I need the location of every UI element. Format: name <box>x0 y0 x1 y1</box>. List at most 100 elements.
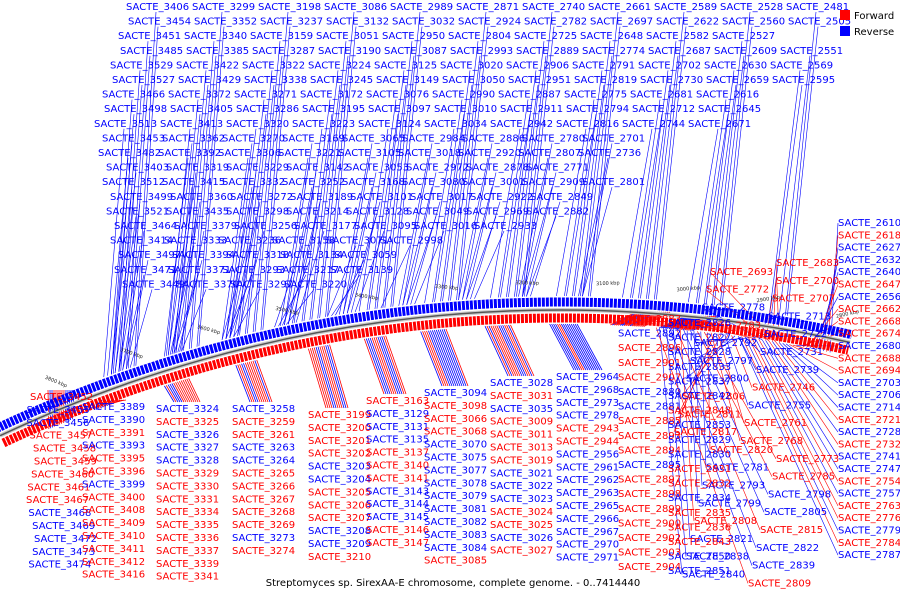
feature-label: SACTE_2850 <box>668 552 731 563</box>
feature-connector <box>246 84 275 334</box>
feature-connector <box>181 289 207 352</box>
feature-label: SACTE_2569 <box>770 60 833 71</box>
feature-connector <box>656 26 687 300</box>
feature-label: SACTE_3415 <box>162 177 225 188</box>
feature-label: SACTE_2942 <box>490 119 553 130</box>
feature-connector <box>829 222 839 353</box>
feature-connector <box>390 11 421 307</box>
feature-label: SACTE_2808 <box>694 516 757 527</box>
feature-label: SACTE_3019 <box>490 455 553 466</box>
feature-label: SACTE_2832 <box>668 479 731 490</box>
legend-reverse-label: Reverse <box>854 27 894 38</box>
feature-label: SACTE_2714 <box>838 403 900 414</box>
feature-connector <box>580 41 611 297</box>
feature-label: SACTE_2882 <box>526 206 589 217</box>
feature-connector <box>632 114 663 299</box>
feature-connector <box>561 323 587 371</box>
feature-connector <box>402 187 433 306</box>
feature-connector <box>196 11 223 347</box>
feature-connector <box>221 157 249 340</box>
feature-label: SACTE_3207 <box>308 513 371 524</box>
feature-label: SACTE_3406 <box>126 2 189 13</box>
feature-label: SACTE_3333 <box>164 236 227 247</box>
feature-label: SACTE_3085 <box>424 556 487 567</box>
feature-label: SACTE_2909 <box>522 177 585 188</box>
feature-connector <box>690 330 769 495</box>
feature-connector <box>522 143 553 297</box>
feature-connector <box>582 55 613 297</box>
feature-connector <box>135 26 159 366</box>
feature-connector <box>237 230 265 336</box>
feature-connector <box>313 347 333 409</box>
feature-label: SACTE_3237 <box>260 17 323 28</box>
feature-label: SACTE_2848 <box>668 406 731 417</box>
feature-connector <box>564 99 595 297</box>
feature-label: SACTE_2674 <box>838 329 900 340</box>
feature-label: SACTE_3158 <box>272 236 335 247</box>
feature-label: SACTE_3455 <box>27 405 90 416</box>
feature-connector <box>433 329 457 387</box>
feature-label: SACTE_2831 <box>668 464 731 475</box>
feature-connector <box>343 187 373 314</box>
feature-connector <box>711 41 743 305</box>
feature-label: SACTE_3101 <box>350 192 413 203</box>
feature-label: SACTE_3177 <box>294 221 357 232</box>
feature-label: SACTE_3059 <box>334 250 397 261</box>
feature-connector <box>492 325 517 377</box>
feature-connector <box>445 328 469 387</box>
feature-connector <box>428 330 451 387</box>
feature-label: SACTE_3416 <box>82 570 145 581</box>
feature-label: SACTE_3454 <box>128 17 191 28</box>
feature-connector <box>164 385 175 403</box>
feature-label: SACTE_2730 <box>640 75 703 86</box>
feature-connector <box>526 172 557 297</box>
feature-label: SACTE_2725 <box>514 31 577 42</box>
feature-connector <box>758 339 839 482</box>
feature-label: SACTE_3259 <box>232 417 295 428</box>
feature-connector <box>406 216 437 305</box>
feature-label: SACTE_3169 <box>282 133 345 144</box>
feature-label: SACTE_3236 <box>218 236 281 247</box>
feature-label: SACTE_2773 <box>776 454 839 465</box>
feature-label: SACTE_3071 <box>326 236 389 247</box>
feature-connector <box>112 399 119 405</box>
feature-label: SACTE_2896 <box>618 343 681 354</box>
feature-label: SACTE_3330 <box>156 481 219 492</box>
feature-label: SACTE_3318 <box>226 250 289 261</box>
feature-connector <box>655 327 749 584</box>
feature-label: SACTE_2771 <box>526 163 589 174</box>
feature-connector <box>280 157 309 326</box>
feature-label: SACTE_3210 <box>308 552 371 563</box>
feature-label: SACTE_3334 <box>156 507 219 518</box>
feature-connector <box>375 337 397 395</box>
feature-label: SACTE_2837 <box>668 376 731 387</box>
feature-connector <box>432 99 463 303</box>
feature-label: SACTE_3200 <box>308 423 371 434</box>
feature-connector <box>470 201 501 300</box>
feature-connector <box>229 172 257 338</box>
feature-connector <box>103 128 125 378</box>
feature-label: SACTE_3460 <box>31 469 94 480</box>
feature-label: SACTE_3372 <box>168 90 231 101</box>
feature-connector <box>167 143 193 356</box>
feature-connector <box>640 84 671 299</box>
feature-connector <box>350 201 381 313</box>
feature-label: SACTE_2671 <box>688 119 751 130</box>
feature-label: SACTE_3327 <box>156 443 219 454</box>
feature-label: SACTE_2904 <box>618 562 681 573</box>
feature-connector <box>496 325 521 377</box>
feature-connector <box>126 41 149 370</box>
feature-connector <box>237 364 253 403</box>
feature-label: SACTE_2990 <box>432 90 495 101</box>
feature-connector <box>555 323 581 371</box>
feature-connector <box>111 187 133 375</box>
map-caption: Streptomyces sp. SirexAA-E chromosome, c… <box>266 578 641 589</box>
feature-connector <box>327 245 357 317</box>
feature-label: SACTE_2763 <box>838 501 900 512</box>
feature-connector <box>559 323 585 371</box>
feature-label: SACTE_3391 <box>82 428 145 439</box>
feature-label: SACTE_3396 <box>82 467 145 478</box>
feature-connector <box>118 70 141 372</box>
feature-label: SACTE_3335 <box>156 520 219 531</box>
feature-label: SACTE_3497 <box>118 250 181 261</box>
